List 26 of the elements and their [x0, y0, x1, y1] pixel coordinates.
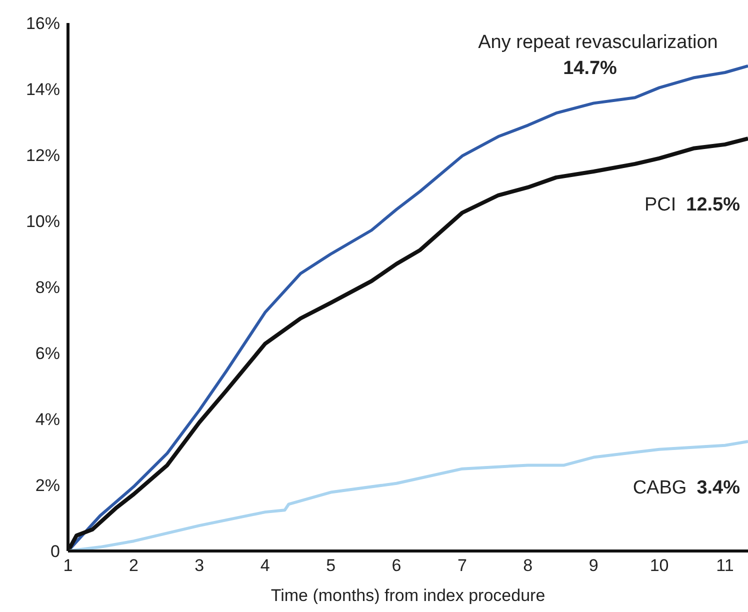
- annotation: 14.7%: [563, 58, 618, 79]
- x-tick-label: 11: [716, 556, 734, 576]
- x-tick-label: 3: [194, 556, 204, 576]
- y-tick-label: 6%: [35, 344, 60, 364]
- x-tick-label: 9: [588, 556, 598, 576]
- x-tick-label: 10: [650, 556, 669, 576]
- y-tick-label: 10%: [26, 212, 60, 232]
- x-tick-label: 2: [128, 556, 138, 576]
- x-tick-label: 7: [457, 556, 467, 576]
- y-tick-label: 8%: [35, 278, 60, 298]
- x-tick-label: 5: [326, 556, 336, 576]
- y-tick-label: 2%: [35, 476, 60, 496]
- y-tick-label: 16%: [26, 14, 60, 34]
- y-tick-label: 12%: [26, 146, 60, 166]
- y-tick-label: 0: [50, 542, 60, 562]
- x-tick-label: 1: [63, 556, 73, 576]
- x-tick-label: 8: [523, 556, 533, 576]
- x-tick-label: 6: [392, 556, 402, 576]
- x-tick-label: 4: [260, 556, 270, 576]
- annotation: 12.5%: [686, 194, 740, 216]
- series-label: PCI: [644, 194, 676, 216]
- series-label: Any repeat revascularization: [478, 32, 718, 53]
- series-label: CABG: [632, 477, 687, 498]
- annotation: 3.4%: [696, 477, 740, 498]
- y-tick-label: 14%: [26, 80, 60, 100]
- y-tick-label: 4%: [35, 410, 60, 430]
